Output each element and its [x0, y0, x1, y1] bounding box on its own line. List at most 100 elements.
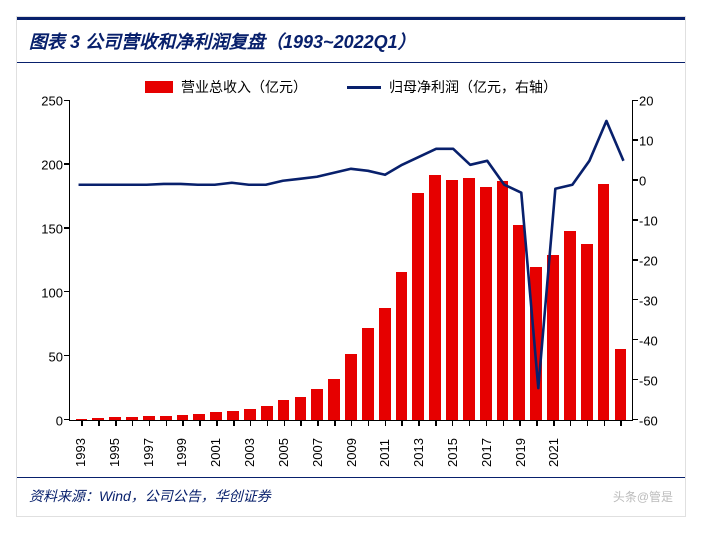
bar — [311, 389, 323, 420]
bar — [227, 411, 239, 420]
bar — [210, 412, 222, 420]
bar-slot — [124, 101, 141, 420]
bar-slot — [612, 101, 629, 420]
x-tick-label — [89, 423, 106, 467]
bar-slot — [528, 101, 545, 420]
bar-slot — [157, 101, 174, 420]
legend-item-line: 归母净利润（亿元，右轴） — [347, 77, 557, 97]
x-tick-label — [292, 423, 309, 467]
bar — [429, 175, 441, 420]
plot — [69, 101, 633, 421]
bar — [513, 225, 525, 420]
bar-slot — [140, 101, 157, 420]
bar-slot — [444, 101, 461, 420]
x-tick-label — [579, 423, 596, 467]
x-tick-label: 2019 — [512, 423, 529, 467]
y-right-tick-label: 10 — [639, 134, 679, 149]
bar — [598, 184, 610, 420]
bar — [261, 406, 273, 420]
line-swatch-icon — [347, 86, 381, 89]
bar-slot — [343, 101, 360, 420]
x-tick-label — [326, 423, 343, 467]
x-tick-label: 1993 — [72, 423, 89, 467]
legend: 营业总收入（亿元） 归母净利润（亿元，右轴） — [17, 63, 685, 101]
figure-container: 图表 3 公司营收和净利润复盘（1993~2022Q1） 营业总收入（亿元） 归… — [16, 16, 686, 517]
x-tick-label: 2021 — [545, 423, 562, 467]
y-axis-right: -60-50-40-30-20-1001020 — [633, 101, 673, 421]
bar — [278, 400, 290, 420]
y-right-tick-label: -50 — [639, 374, 679, 389]
y-left-tick-label: 100 — [23, 286, 63, 301]
y-left-tick-label: 0 — [23, 414, 63, 429]
bar-slot — [225, 101, 242, 420]
bar-slot — [595, 101, 612, 420]
bar-slot — [326, 101, 343, 420]
bar-slot — [511, 101, 528, 420]
bar — [244, 409, 256, 420]
bar — [362, 328, 374, 420]
bar-slot — [376, 101, 393, 420]
bar-slot — [578, 101, 595, 420]
bar-slot — [208, 101, 225, 420]
x-tick-label: 1997 — [140, 423, 157, 467]
y-right-tick-label: -10 — [639, 214, 679, 229]
y-axis-left: 050100150200250 — [29, 101, 69, 421]
x-tick-label: 2011 — [376, 423, 393, 467]
x-tick-label — [258, 423, 275, 467]
y-right-tick-label: 20 — [639, 94, 679, 109]
watermark: 头条@管是 — [613, 488, 673, 505]
legend-item-bars: 营业总收入（亿元） — [145, 77, 307, 97]
bar — [446, 180, 458, 420]
y-right-tick-label: 0 — [639, 174, 679, 189]
x-tick-label — [190, 423, 207, 467]
bar — [379, 308, 391, 420]
bar — [615, 349, 627, 420]
x-tick-label: 1999 — [173, 423, 190, 467]
x-tick-label: 2009 — [343, 423, 360, 467]
x-tick-label: 2015 — [444, 423, 461, 467]
x-tick-label: 2001 — [207, 423, 224, 467]
x-tick-label — [427, 423, 444, 467]
x-axis: 1993199519971999200120032005200720092011… — [69, 421, 633, 467]
x-tick-label — [224, 423, 241, 467]
bar-slot — [191, 101, 208, 420]
y-right-tick-label: -20 — [639, 254, 679, 269]
plot-area: 050100150200250 -60-50-40-30-20-1001020 … — [17, 101, 685, 477]
legend-label-line: 归母净利润（亿元，右轴） — [389, 77, 557, 97]
bar — [581, 244, 593, 420]
bar — [564, 231, 576, 420]
bar — [328, 379, 340, 420]
y-right-tick-label: -40 — [639, 334, 679, 349]
bar — [295, 397, 307, 420]
x-tick-label — [123, 423, 140, 467]
bar-slot — [258, 101, 275, 420]
x-tick-label — [157, 423, 174, 467]
bar-slot — [460, 101, 477, 420]
bar-slot — [410, 101, 427, 420]
bar-slot — [107, 101, 124, 420]
legend-label-bars: 营业总收入（亿元） — [181, 77, 307, 97]
x-tick-label — [393, 423, 410, 467]
x-tick-label: 1995 — [106, 423, 123, 467]
x-tick-label: 2017 — [478, 423, 495, 467]
x-tick-label — [359, 423, 376, 467]
bar-slot — [393, 101, 410, 420]
bar-slot — [292, 101, 309, 420]
y-left-tick-label: 200 — [23, 158, 63, 173]
bar-slot — [241, 101, 258, 420]
bar — [530, 267, 542, 420]
bar — [463, 178, 475, 420]
x-tick-label — [495, 423, 512, 467]
bar-swatch-icon — [145, 81, 173, 93]
y-right-tick-label: -30 — [639, 294, 679, 309]
x-tick-label — [562, 423, 579, 467]
bar-slot — [73, 101, 90, 420]
source-text: 资料来源：Wind，公司公告，华创证券 — [29, 486, 271, 506]
bar-slot — [90, 101, 107, 420]
bar-slot — [427, 101, 444, 420]
bar-series — [70, 101, 632, 420]
bar — [547, 255, 559, 420]
y-right-tick-label: -60 — [639, 414, 679, 429]
y-left-tick-label: 150 — [23, 222, 63, 237]
chart-title: 图表 3 公司营收和净利润复盘（1993~2022Q1） — [17, 17, 685, 63]
